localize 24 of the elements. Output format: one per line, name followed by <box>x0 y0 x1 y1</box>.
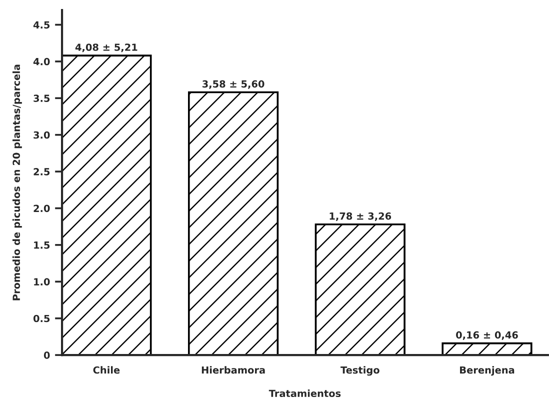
x-axis-title: Tratamientos <box>268 390 341 398</box>
data-label: 4,08 ± 5,21 <box>75 44 138 52</box>
x-tick-label: Berenjena <box>460 366 514 376</box>
data-label: 0,16 ± 0,46 <box>456 331 518 340</box>
data-label: 1,78 ± 3,26 <box>330 212 392 221</box>
x-tick-label: Chile <box>93 366 120 374</box>
y-tick-label: 1.0 <box>34 278 50 286</box>
bar <box>188 91 279 356</box>
bar <box>442 342 532 356</box>
data-label: 3,58 ± 5,60 <box>202 80 264 89</box>
y-tick-label: 0 <box>44 352 50 359</box>
y-tick-label: 0.5 <box>33 314 50 322</box>
bar <box>62 54 152 356</box>
x-tick-label: Hierbamora <box>202 366 265 374</box>
y-tick-label: 2.5 <box>34 168 50 176</box>
y-tick-label: 4.0 <box>33 58 50 66</box>
y-tick-label: 1.5 <box>34 242 50 249</box>
bar <box>314 223 406 356</box>
y-tick-label: 2.0 <box>34 204 50 212</box>
y-tick-label: 3.5 <box>34 94 50 102</box>
x-tick-label: Testigo <box>340 366 380 376</box>
y-axis-title: Promedio de picudos en 20 plantas/parcela <box>12 64 22 300</box>
y-tick-label: 3.0 <box>34 131 50 139</box>
y-tick-label: 4.5 <box>33 21 50 29</box>
